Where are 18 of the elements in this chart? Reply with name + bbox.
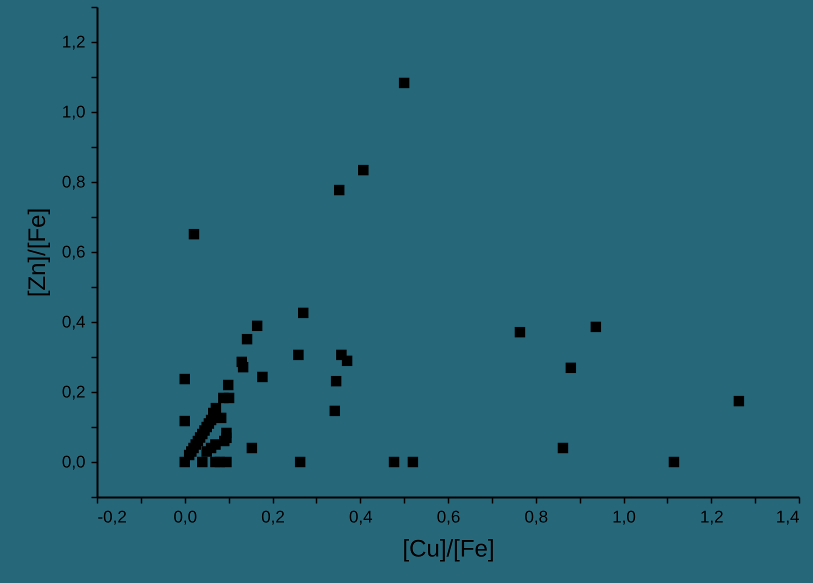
x-tick-label: 1,4 [776, 508, 800, 526]
y-tick-label: 0,6 [62, 242, 86, 262]
y-tick-label: 0,0 [62, 452, 86, 472]
x-tick-label: 0,8 [524, 508, 548, 526]
x-tick-label: 1,2 [700, 508, 724, 526]
x-axis-title: [Cu]/[Fe] [402, 536, 495, 562]
x-tick-label: 0,4 [348, 508, 373, 526]
y-axis-title: [Zn]/[Fe] [24, 208, 51, 298]
x-tick-label: 0,2 [261, 508, 285, 526]
y-tick-label: 1,2 [62, 32, 86, 52]
y-tick-label: 0,4 [62, 312, 86, 332]
y-tick-label: 0,8 [62, 172, 86, 192]
x-tick-label: 0,0 [173, 508, 198, 526]
x-tick-label: -0,2 [98, 508, 127, 526]
y-tick-label: 1,0 [62, 102, 86, 122]
y-tick-label: 0,2 [62, 382, 86, 402]
x-tick-label: 1,0 [612, 508, 636, 526]
x-tick-label: 0,6 [436, 508, 460, 526]
